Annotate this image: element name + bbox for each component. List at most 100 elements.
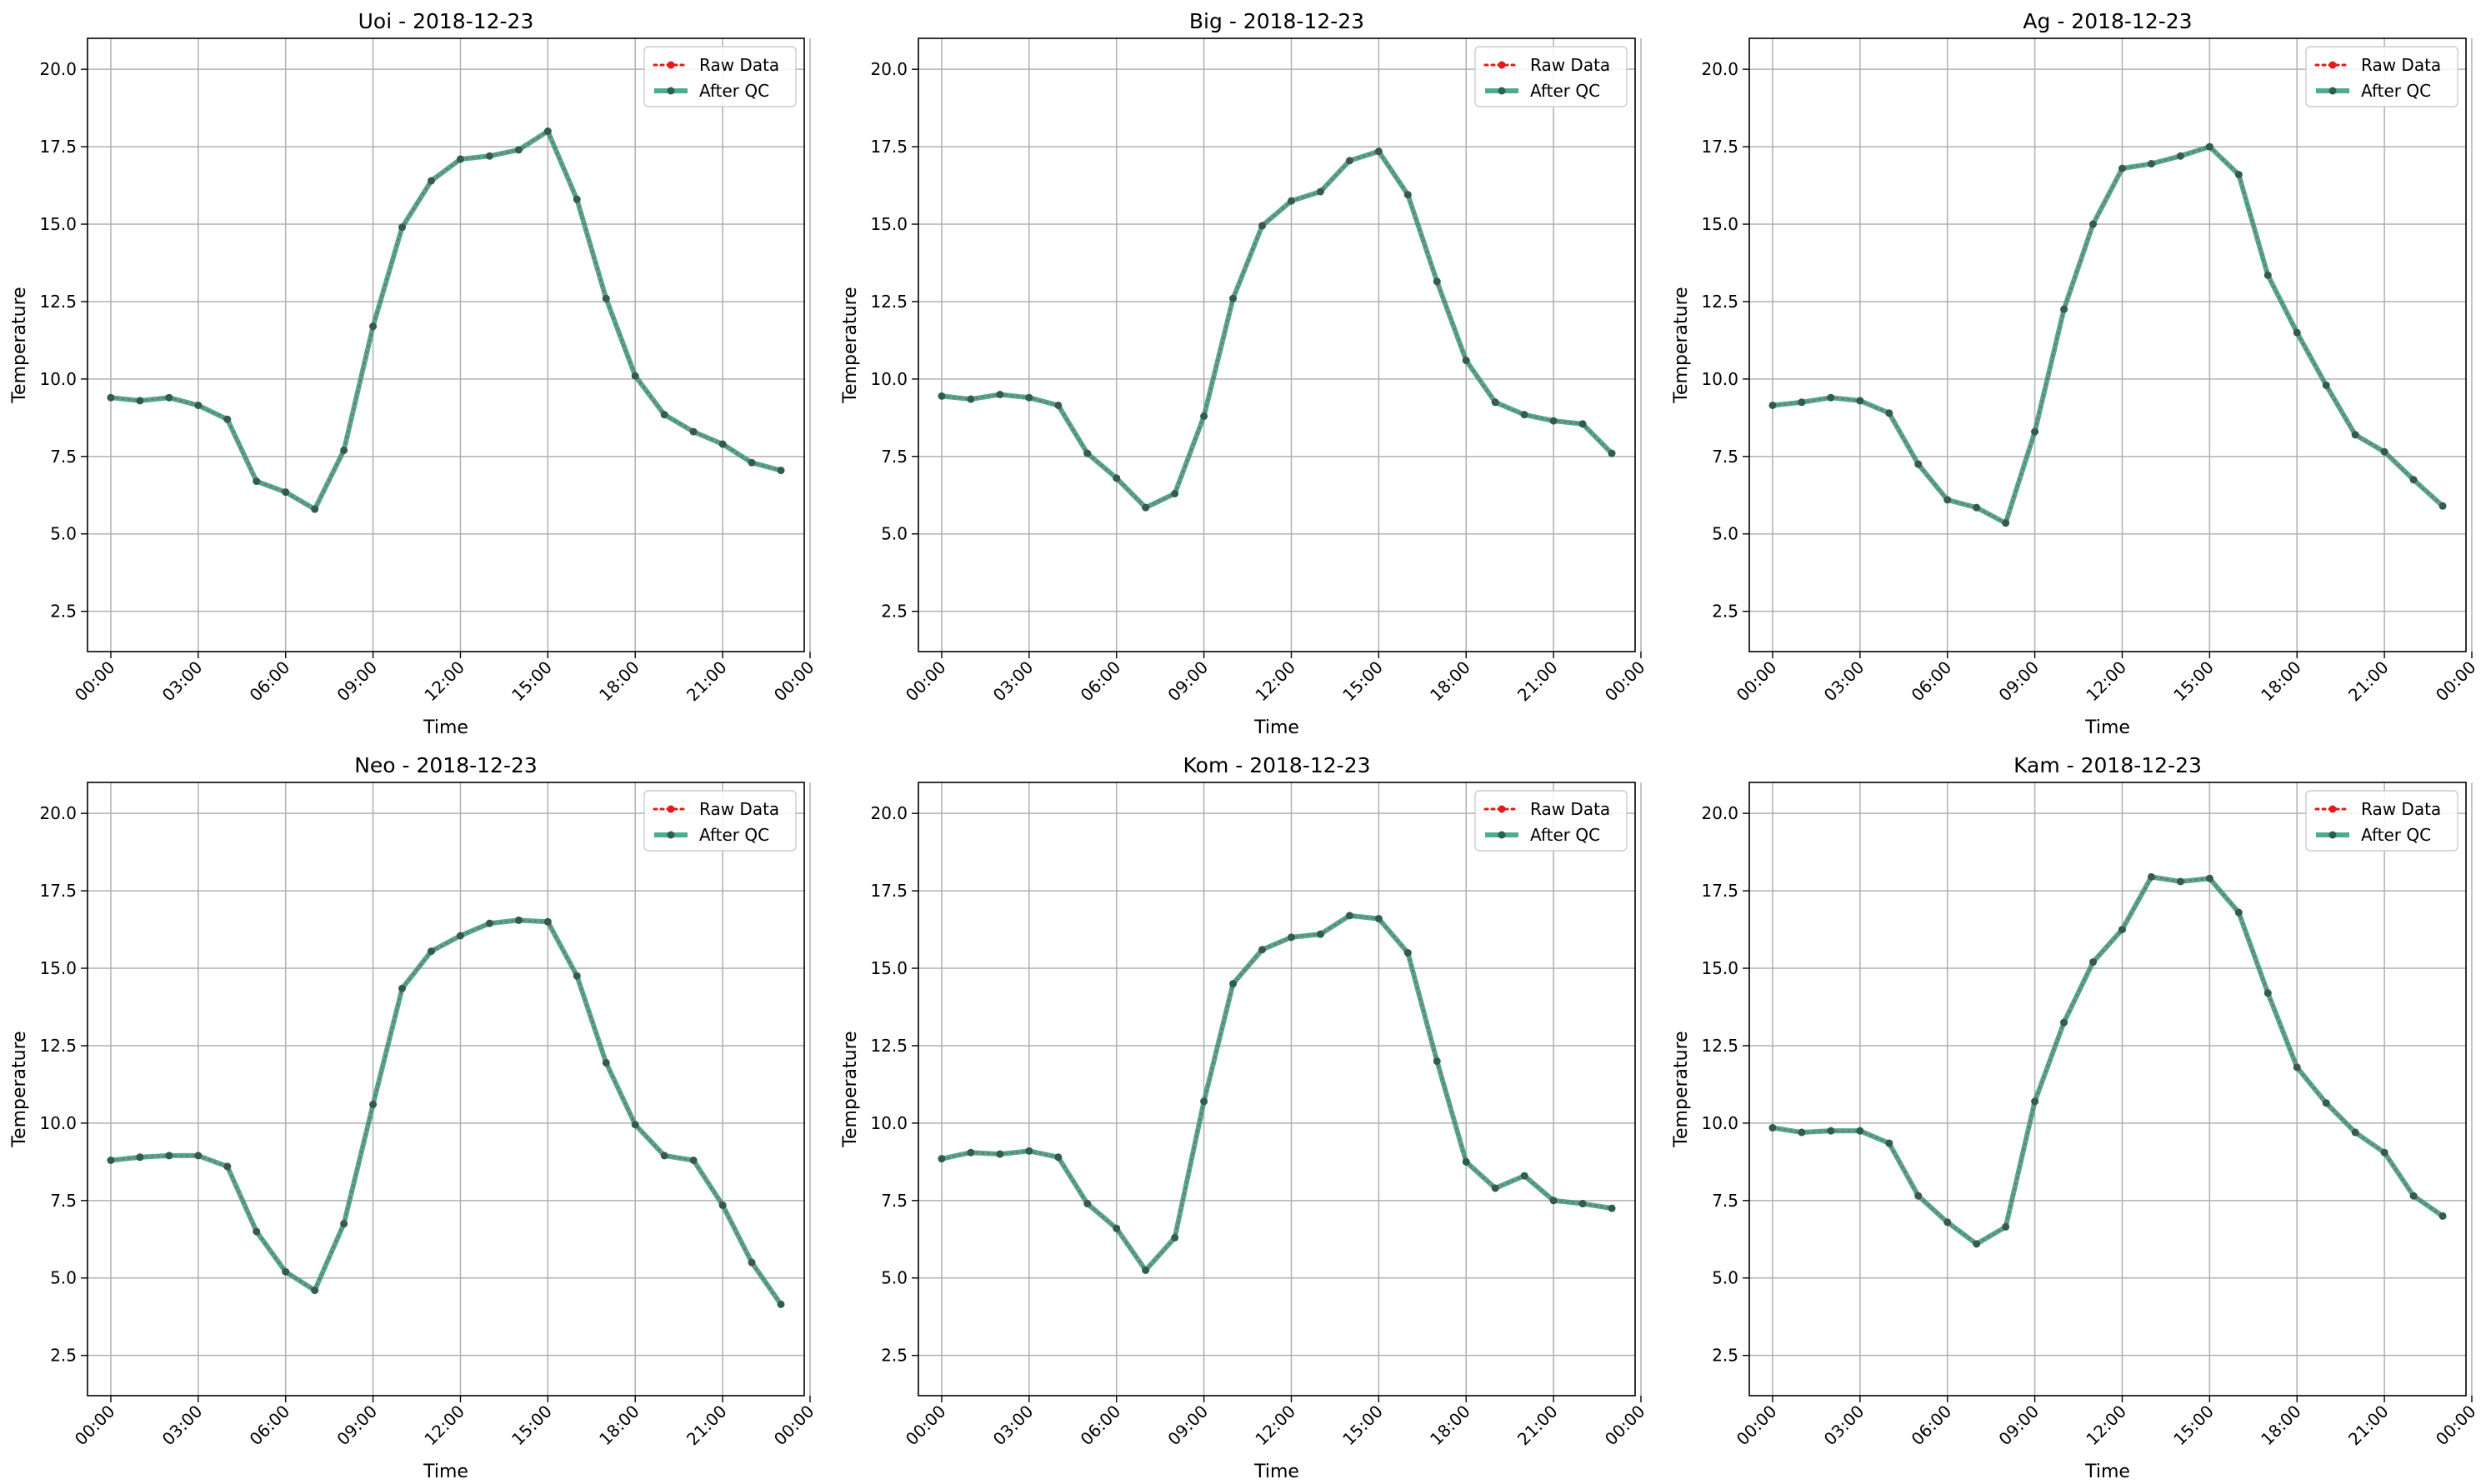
raw-data-point xyxy=(721,1203,725,1207)
raw-data-point xyxy=(371,1102,375,1107)
x-tick-label: 03:00 xyxy=(989,657,1038,706)
x-tick-label: 00:00 xyxy=(2432,1402,2480,1450)
y-tick-label: 12.5 xyxy=(870,1036,908,1056)
raw-data-point xyxy=(2237,911,2241,915)
x-tick-label: 06:00 xyxy=(246,657,294,706)
x-tick-label: 15:00 xyxy=(2169,657,2218,706)
chart-title: Neo - 2018-12-23 xyxy=(354,753,538,777)
y-tick-label: 15.0 xyxy=(870,214,908,234)
subplot: 2.5 5.0 7.5 10.0 12.5 15.0 17.5 20.0 00:00 03:00 0… xyxy=(840,753,1649,1482)
y-tick-label: 17.5 xyxy=(870,881,908,901)
legend-qc-marker xyxy=(667,87,675,95)
x-tick-label: 15:00 xyxy=(2169,1402,2218,1450)
x-axis-label: Time xyxy=(1253,1462,1299,1482)
raw-data-point xyxy=(1887,1142,1891,1146)
raw-data-point xyxy=(1202,1099,1206,1103)
raw-data-point xyxy=(1260,947,1264,952)
x-tick-label: 09:00 xyxy=(1163,1402,1212,1450)
raw-data-point xyxy=(575,197,579,202)
raw-data-point xyxy=(2003,521,2008,525)
y-tick-label: 7.5 xyxy=(1712,1191,1738,1211)
y-tick-label: 10.0 xyxy=(1701,369,1738,389)
raw-data-point xyxy=(2266,273,2270,277)
raw-data-point xyxy=(1318,932,1323,937)
legend-raw-marker xyxy=(667,61,675,69)
raw-data-point xyxy=(488,922,492,926)
legend: Raw Data After QC xyxy=(643,790,797,852)
x-tick-label: 18:00 xyxy=(595,1402,643,1450)
raw-data-point xyxy=(1770,1126,1774,1130)
raw-data-point xyxy=(2383,1151,2387,1155)
y-axis-label: Temperature xyxy=(840,1031,861,1147)
raw-data-point xyxy=(1523,1174,1527,1178)
x-tick-label: 00:00 xyxy=(1733,1402,1781,1450)
y-axis-label: Temperature xyxy=(840,287,861,403)
raw-data-point xyxy=(604,297,608,301)
x-tick-label: 06:00 xyxy=(1908,1402,1956,1450)
y-tick-label: 2.5 xyxy=(1712,602,1738,622)
x-tick-label: 06:00 xyxy=(1077,657,1125,706)
raw-data-point xyxy=(517,147,521,152)
chart-title: Kam - 2018-12-23 xyxy=(2013,753,2202,777)
raw-data-point xyxy=(1610,1207,1614,1211)
raw-data-point xyxy=(1318,190,1323,193)
y-tick-label: 2.5 xyxy=(50,602,77,622)
x-tick-label: 21:00 xyxy=(2344,1402,2393,1450)
raw-data-point xyxy=(1056,1155,1060,1159)
raw-data-point xyxy=(750,1261,754,1265)
x-tick-label: 15:00 xyxy=(1338,657,1387,706)
raw-data-point xyxy=(1581,422,1585,426)
raw-data-point xyxy=(1056,403,1060,407)
y-tick-label: 20.0 xyxy=(1701,59,1738,79)
raw-data-point xyxy=(546,920,550,924)
x-tick-label: 00:00 xyxy=(71,657,119,706)
raw-data-point xyxy=(2178,879,2183,883)
raw-data-point xyxy=(283,490,288,494)
x-tick-label: 12:00 xyxy=(420,657,468,706)
y-tick-label: 20.0 xyxy=(870,803,908,823)
raw-data-point xyxy=(2033,430,2037,434)
raw-data-point xyxy=(2120,927,2124,932)
raw-data-point xyxy=(1114,1227,1118,1231)
grid xyxy=(88,782,811,1396)
x-tick-label: 03:00 xyxy=(158,657,207,706)
y-tick-label: 7.5 xyxy=(50,447,77,467)
y-axis-label: Temperature xyxy=(9,1031,30,1147)
raw-data-point xyxy=(108,396,113,400)
raw-data-point xyxy=(2149,875,2153,879)
x-tick-label: 00:00 xyxy=(770,1402,818,1450)
grid xyxy=(1749,38,2473,652)
axes-frame xyxy=(87,37,805,652)
x-tick-label: 09:00 xyxy=(1994,1402,2043,1450)
subplot: 2.5 5.0 7.5 10.0 12.5 15.0 17.5 20.0 00:00 03:00 0… xyxy=(1671,9,2480,738)
y-tick-label: 17.5 xyxy=(1701,137,1738,157)
x-tick-label: 09:00 xyxy=(1163,657,1212,706)
chart-title: Kom - 2018-12-23 xyxy=(1183,753,1371,777)
raw-data-point xyxy=(2295,1065,2299,1069)
y-tick-label: 15.0 xyxy=(1701,958,1738,978)
x-tick-label: 12:00 xyxy=(2082,1402,2130,1450)
raw-data-point xyxy=(1173,1236,1177,1240)
raw-data-line xyxy=(1771,876,2444,1246)
y-tick-label: 7.5 xyxy=(1712,447,1738,467)
raw-data-point xyxy=(546,129,550,133)
axes-frame xyxy=(918,37,1636,652)
raw-data-point xyxy=(371,324,375,328)
raw-data-point xyxy=(2120,167,2124,171)
x-tick-label: 09:00 xyxy=(333,657,381,706)
raw-data-point xyxy=(2412,477,2416,482)
raw-data-point xyxy=(1887,411,1891,415)
legend-qc-marker xyxy=(2328,87,2337,95)
raw-data-point xyxy=(1143,506,1148,510)
raw-data-point xyxy=(342,1222,346,1226)
raw-data-point xyxy=(2062,1021,2066,1025)
x-tick-label: 00:00 xyxy=(902,657,950,706)
raw-data-point xyxy=(750,461,754,465)
axes-frame xyxy=(87,782,805,1397)
raw-data-point xyxy=(1231,982,1235,986)
raw-data-point xyxy=(342,448,346,452)
chart-title: Big - 2018-12-23 xyxy=(1189,9,1364,33)
legend-qc-marker xyxy=(1498,831,1506,839)
raw-data-point xyxy=(1916,1194,1920,1198)
x-tick-label: 00:00 xyxy=(1601,1402,1649,1450)
